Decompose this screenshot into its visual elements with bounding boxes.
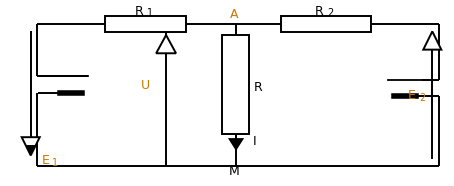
Text: E: E [408, 89, 416, 102]
Text: I: I [253, 135, 257, 148]
Bar [105, 16, 187, 32]
Bar [281, 16, 371, 32]
Polygon shape [26, 145, 36, 155]
Polygon shape [423, 31, 441, 50]
Text: A: A [230, 8, 238, 21]
Text: R: R [135, 5, 143, 18]
Text: 1: 1 [52, 158, 59, 168]
Text: 2: 2 [419, 92, 425, 102]
Text: R: R [315, 5, 324, 18]
Text: M: M [228, 165, 239, 178]
Text: 2: 2 [327, 8, 333, 18]
Polygon shape [156, 35, 176, 53]
Text: 1: 1 [147, 8, 153, 18]
Text: U: U [141, 79, 150, 92]
Text: E: E [42, 154, 49, 167]
Polygon shape [228, 138, 244, 151]
Text: R: R [254, 81, 263, 94]
Polygon shape [22, 137, 40, 155]
Bar [222, 35, 249, 134]
